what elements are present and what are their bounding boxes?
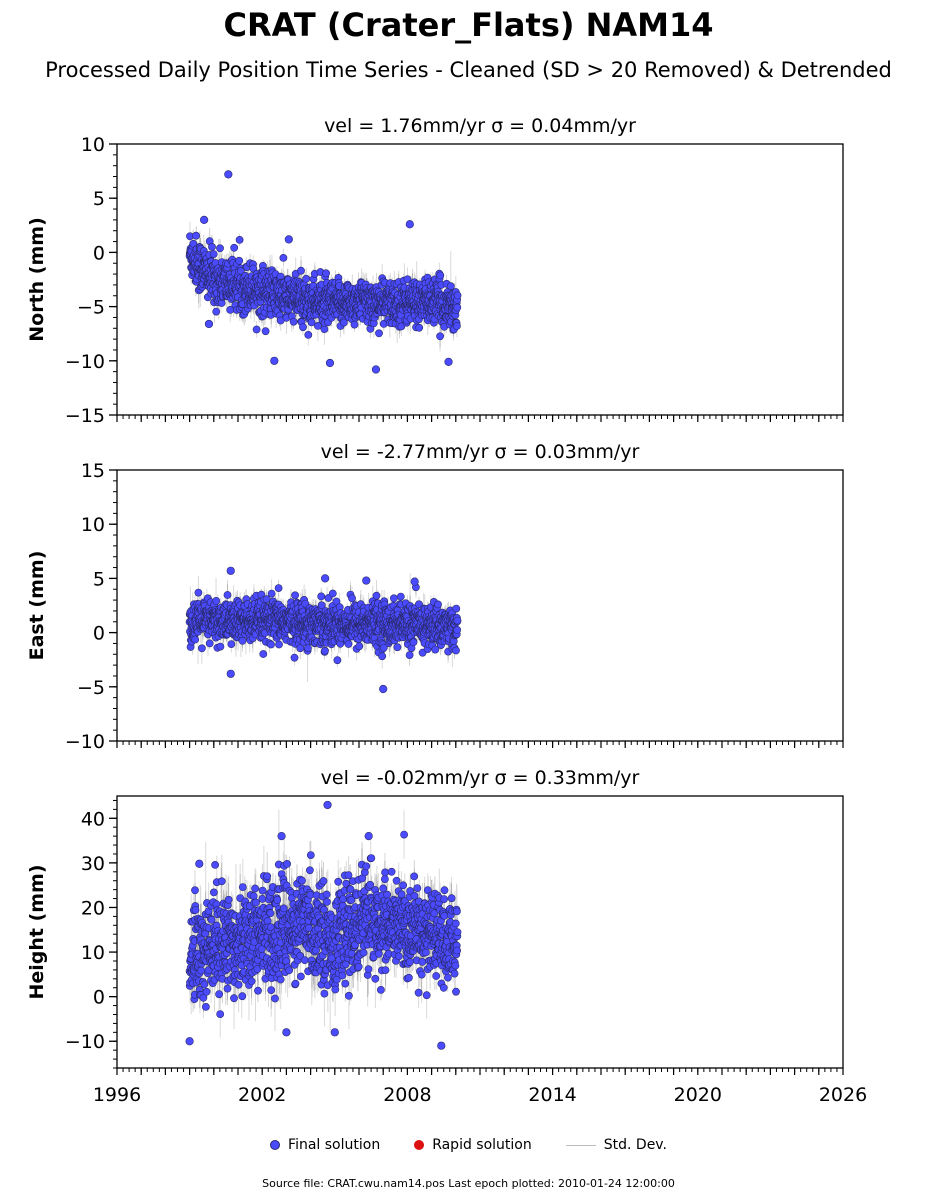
data-point	[317, 601, 326, 610]
data-point	[197, 644, 206, 653]
y-axis-label-north: North (mm)	[26, 217, 48, 342]
data-point	[235, 256, 244, 265]
data-point	[372, 591, 381, 600]
data-point	[403, 275, 412, 284]
y-tick-label: 10	[81, 134, 105, 156]
data-point	[267, 640, 275, 649]
data-point	[350, 320, 359, 329]
data-point	[321, 646, 329, 655]
data-point	[279, 253, 288, 262]
data-point	[303, 644, 312, 653]
data-point	[375, 329, 383, 338]
data-point	[313, 321, 322, 330]
data-point	[194, 588, 203, 597]
data-point	[236, 266, 245, 275]
data-point	[209, 250, 218, 258]
data-point	[452, 322, 461, 330]
data-point	[192, 231, 200, 240]
y-tick-label: −10	[65, 351, 105, 373]
data-point	[355, 642, 364, 651]
data-point	[249, 264, 258, 273]
data-point	[348, 594, 356, 603]
data-point	[297, 266, 305, 275]
data-point	[453, 303, 462, 312]
data-point	[302, 274, 311, 283]
data-point-outlier	[444, 357, 453, 366]
data-point-outlier	[200, 215, 209, 224]
chart-subtitle: Processed Daily Position Time Series - C…	[45, 58, 892, 82]
data-point	[259, 650, 268, 658]
data-point	[436, 271, 445, 280]
data-point	[216, 642, 225, 651]
data-point	[208, 242, 216, 251]
data-point	[378, 652, 387, 661]
data-point	[333, 656, 342, 665]
panel-north: −15 −10 −5 0 5 10 vel = 1.76mm/yr σ = 0.04mm/y…	[26, 115, 844, 427]
data-point-outlier	[371, 365, 381, 374]
data-point	[212, 307, 221, 316]
data-point	[205, 639, 214, 648]
data-point	[299, 323, 307, 332]
y-tick-label: −5	[77, 297, 105, 319]
data-point	[415, 323, 424, 332]
data-point	[274, 584, 283, 592]
final-solution-points	[185, 170, 462, 374]
data-point	[216, 244, 224, 253]
plot-area-north	[185, 170, 462, 374]
data-point	[238, 636, 247, 645]
data-point	[436, 332, 444, 341]
data-point-outlier	[204, 319, 214, 329]
data-point	[267, 589, 276, 598]
data-point	[212, 597, 221, 605]
plot-area-east	[185, 566, 462, 694]
data-point	[307, 318, 316, 327]
data-point	[344, 640, 353, 648]
data-point	[191, 635, 200, 644]
data-point	[453, 291, 462, 300]
data-point	[291, 591, 299, 600]
data-point	[261, 327, 270, 336]
data-point-outlier	[325, 358, 335, 368]
panel-title-north: vel = 1.76mm/yr σ = 0.04mm/yr	[324, 115, 636, 137]
chart-figure: −15 −10 −5 0 5 10 vel = 1.76mm/yr σ = 0.04mm/y…	[26, 115, 867, 1106]
data-point-outlier	[270, 356, 279, 365]
data-point	[339, 318, 348, 327]
data-point	[262, 595, 271, 604]
data-point	[322, 269, 330, 278]
data-point-outlier	[405, 220, 414, 229]
data-point-outlier	[284, 235, 293, 244]
y-tick-label: 5	[93, 188, 105, 210]
data-point	[304, 330, 313, 339]
data-point	[235, 235, 244, 244]
y-tick-label: 0	[93, 242, 105, 264]
data-point	[230, 243, 239, 252]
final-solution-points	[185, 566, 462, 694]
data-point	[227, 640, 236, 648]
data-point	[290, 653, 299, 662]
data-point	[252, 325, 261, 334]
data-point	[223, 591, 232, 599]
data-point	[296, 644, 305, 653]
data-point-outlier	[224, 170, 233, 179]
data-point	[379, 643, 388, 652]
data-point	[289, 317, 298, 326]
data-point	[328, 589, 337, 598]
data-point	[275, 640, 283, 649]
data-point	[446, 282, 455, 291]
data-point	[317, 592, 326, 601]
y-tick-label: −15	[65, 405, 105, 427]
chart-title: CRAT (Crater_Flats) NAM14	[223, 6, 714, 44]
